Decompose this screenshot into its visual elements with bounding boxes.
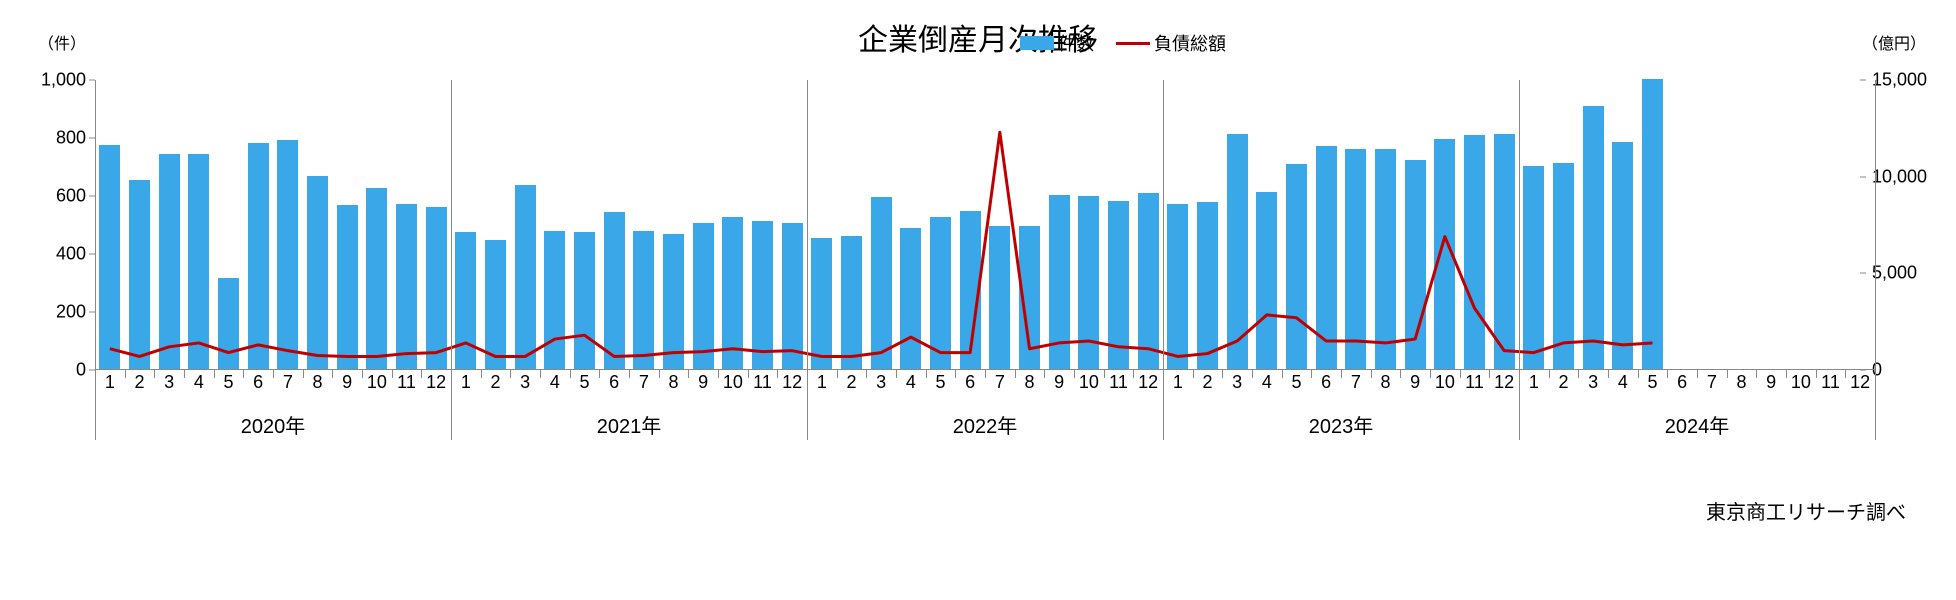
x-month-label: 2	[1202, 372, 1212, 393]
y-left-tick-label: 200	[56, 302, 86, 323]
legend-swatch-bar	[1020, 36, 1054, 50]
x-month-label: 8	[1380, 372, 1390, 393]
bankruptcy-chart: 企業倒産月次推移 件数 負債総額 （件） （億円） 02004006008001…	[20, 10, 1936, 570]
x-month-label: 11	[1465, 372, 1484, 393]
y-right-tick-label: 10,000	[1872, 166, 1927, 187]
x-month-label: 11	[1821, 372, 1840, 393]
x-month-label: 4	[906, 372, 916, 393]
x-month-label: 1	[105, 372, 115, 393]
x-year-labels: 2020年 2021年 2022年 2023年 2024年	[95, 410, 1875, 440]
y-left-tick-label: 800	[56, 128, 86, 149]
x-month-label: 9	[1410, 372, 1420, 393]
x-month-label: 3	[1588, 372, 1598, 393]
y-left-axis-title: （件）	[38, 30, 86, 54]
x-month-label: 5	[1647, 372, 1657, 393]
line-layer	[95, 80, 1875, 370]
x-month-label: 8	[312, 372, 322, 393]
x-month-label: 4	[1262, 372, 1272, 393]
y-right-axis-title: （億円）	[1862, 30, 1926, 54]
x-month-label: 3	[1232, 372, 1242, 393]
legend-swatch-line	[1116, 42, 1150, 45]
x-month-label: 12	[1138, 372, 1158, 393]
line-path	[110, 132, 1653, 356]
x-month-label: 3	[520, 372, 530, 393]
x-month-label: 1	[1529, 372, 1539, 393]
x-month-label: 6	[965, 372, 975, 393]
x-month-label: 6	[253, 372, 263, 393]
x-month-label: 10	[1791, 372, 1811, 393]
x-month-label: 12	[426, 372, 446, 393]
x-month-label: 11	[753, 372, 772, 393]
x-month-label: 12	[1494, 372, 1514, 393]
x-month-label: 7	[995, 372, 1005, 393]
y-left-labels: 02004006008001,000	[20, 80, 92, 370]
x-year-label: 2023年	[1309, 410, 1374, 439]
y-left-tick-label: 1,000	[41, 70, 86, 91]
x-month-label: 11	[1109, 372, 1128, 393]
x-month-label: 7	[1707, 372, 1717, 393]
x-month-label: 10	[723, 372, 743, 393]
x-month-label: 6	[1321, 372, 1331, 393]
x-month-label: 5	[935, 372, 945, 393]
x-month-label: 10	[1435, 372, 1455, 393]
x-month-label: 11	[397, 372, 416, 393]
x-month-label: 9	[1054, 372, 1064, 393]
x-month-label: 7	[1351, 372, 1361, 393]
x-month-label: 5	[579, 372, 589, 393]
y-right-tick-label: 15,000	[1872, 70, 1927, 91]
x-month-label: 8	[1024, 372, 1034, 393]
x-month-label: 5	[1291, 372, 1301, 393]
x-month-label: 9	[698, 372, 708, 393]
legend-label-bar: 件数	[1058, 30, 1094, 56]
x-year-label: 2022年	[953, 410, 1018, 439]
x-month-label: 2	[846, 372, 856, 393]
x-month-label: 6	[1677, 372, 1687, 393]
source-label: 東京商工リサーチ調べ	[1706, 496, 1906, 525]
x-month-label: 5	[223, 372, 233, 393]
x-month-label: 8	[668, 372, 678, 393]
x-month-label: 4	[550, 372, 560, 393]
x-month-label: 2	[134, 372, 144, 393]
y-right-labels: 05,00010,00015,000	[1866, 80, 1936, 370]
x-month-label: 1	[817, 372, 827, 393]
y-left-tick-label: 0	[76, 360, 86, 381]
x-month-label: 4	[194, 372, 204, 393]
x-year-label: 2021年	[597, 410, 662, 439]
x-month-label: 2	[1558, 372, 1568, 393]
x-month-label: 9	[342, 372, 352, 393]
x-month-label: 12	[1850, 372, 1870, 393]
x-month-label: 2	[490, 372, 500, 393]
legend: 件数 負債総額	[1020, 30, 1226, 56]
y-left-tick-label: 400	[56, 244, 86, 265]
x-month-label: 6	[609, 372, 619, 393]
y-right-tick-label: 5,000	[1872, 263, 1917, 284]
x-month-label: 4	[1618, 372, 1628, 393]
x-year-label: 2024年	[1665, 410, 1730, 439]
x-month-label: 10	[367, 372, 387, 393]
x-month-label: 7	[639, 372, 649, 393]
y-left-tick-label: 600	[56, 186, 86, 207]
x-month-label: 9	[1766, 372, 1776, 393]
legend-label-line: 負債総額	[1154, 30, 1226, 56]
x-month-label: 1	[461, 372, 471, 393]
x-month-label: 8	[1736, 372, 1746, 393]
x-year-label: 2020年	[241, 410, 306, 439]
legend-item-bar: 件数	[1020, 30, 1094, 56]
x-month-label: 3	[876, 372, 886, 393]
x-month-label: 7	[283, 372, 293, 393]
x-month-label: 12	[782, 372, 802, 393]
plot-area	[95, 80, 1875, 370]
legend-item-line: 負債総額	[1116, 30, 1226, 56]
x-month-label: 1	[1173, 372, 1183, 393]
x-month-label: 10	[1079, 372, 1099, 393]
x-month-label: 3	[164, 372, 174, 393]
